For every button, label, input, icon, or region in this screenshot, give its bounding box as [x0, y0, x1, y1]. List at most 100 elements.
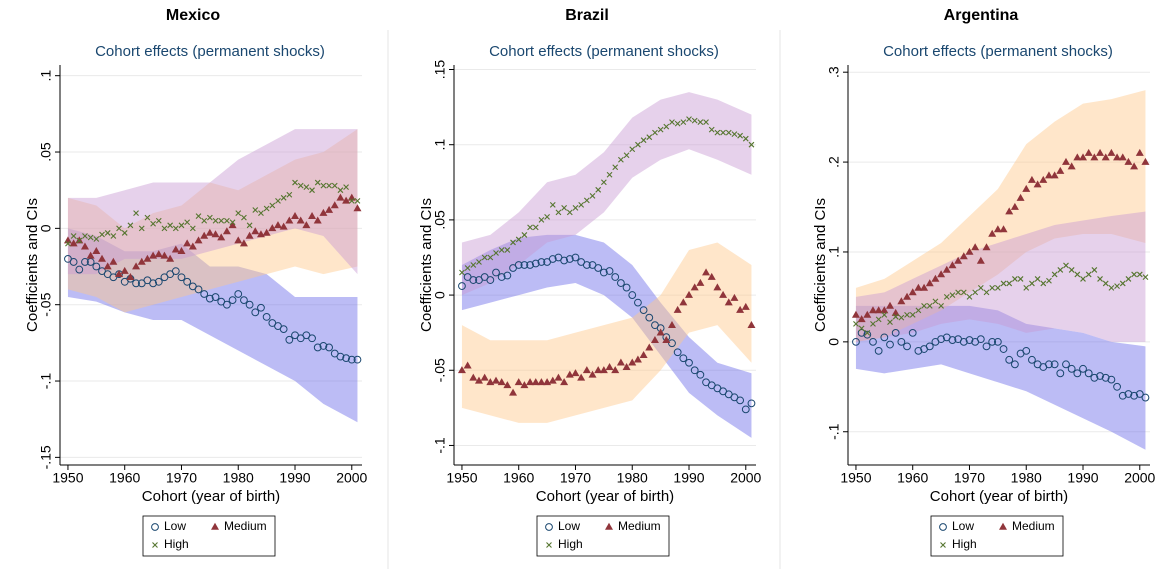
point: [965, 336, 974, 344]
point: [497, 273, 506, 281]
point: [741, 405, 750, 414]
point: [177, 247, 186, 255]
point: [874, 306, 883, 314]
point: [903, 292, 912, 300]
point: [75, 265, 84, 274]
point: [347, 355, 356, 364]
x-axis-title: Cohort (year of birth): [930, 488, 1068, 505]
point: [172, 225, 179, 232]
y-axis-title: Coefficients and CIs: [812, 198, 829, 332]
point: [589, 192, 596, 199]
point: [222, 300, 231, 309]
point: [1034, 276, 1041, 282]
point: [109, 257, 118, 265]
point: [948, 336, 957, 344]
point: [155, 217, 162, 224]
point: [634, 298, 642, 307]
point: [171, 245, 180, 253]
point: [325, 205, 334, 213]
point: [971, 243, 980, 251]
point: [286, 191, 293, 198]
point: [308, 334, 316, 343]
legend-box: [930, 515, 1064, 557]
point: [331, 182, 338, 189]
point: [1079, 153, 1088, 161]
point: [993, 225, 1002, 233]
point: [897, 297, 906, 305]
point: [966, 294, 973, 300]
point: [623, 152, 630, 159]
point: [594, 264, 603, 272]
point: [86, 251, 95, 259]
point: [195, 213, 202, 220]
point: [1050, 171, 1059, 179]
point: [897, 337, 906, 346]
point: [1135, 390, 1144, 398]
point: [628, 291, 637, 299]
point: [1067, 162, 1076, 170]
point: [228, 296, 237, 305]
point: [133, 210, 139, 216]
point: [532, 224, 539, 231]
point: [1000, 280, 1007, 287]
point: [639, 351, 648, 359]
point: [1023, 285, 1030, 291]
point: [599, 268, 608, 277]
point: [994, 285, 1001, 291]
point: [144, 214, 151, 221]
ci-band: [67, 129, 358, 313]
point: [515, 236, 522, 243]
point: [691, 117, 698, 124]
point: [285, 216, 294, 224]
point: [342, 354, 351, 363]
point: [1130, 162, 1139, 170]
point: [228, 221, 237, 229]
point: [138, 225, 145, 232]
point: [326, 182, 332, 189]
point: [663, 123, 670, 130]
point: [1130, 391, 1139, 400]
point: [1142, 274, 1149, 281]
point: [1073, 369, 1082, 378]
point: [720, 129, 726, 136]
point: [629, 146, 636, 153]
point: [121, 230, 128, 236]
point: [486, 276, 495, 284]
point: [514, 378, 523, 386]
point: [999, 225, 1008, 233]
point: [154, 277, 163, 286]
point: [154, 250, 163, 258]
point: [736, 396, 745, 405]
point: [1102, 280, 1109, 287]
point: [1096, 372, 1104, 380]
point: [183, 239, 192, 247]
point: [1017, 276, 1024, 282]
point: [498, 247, 505, 253]
point: [1125, 276, 1132, 282]
point: [886, 340, 894, 349]
legend-marker: [545, 523, 553, 531]
point: [1056, 166, 1065, 174]
point: [104, 230, 111, 236]
legend-marker: [152, 542, 158, 548]
ci-band: [67, 228, 358, 423]
y-tick-label: 0: [432, 291, 448, 299]
point: [82, 233, 88, 239]
point: [296, 216, 305, 224]
point: [736, 305, 745, 313]
point: [492, 268, 500, 277]
point: [909, 311, 916, 318]
point: [268, 224, 277, 232]
point: [166, 254, 175, 262]
point: [965, 247, 974, 255]
point: [1084, 148, 1093, 156]
point: [251, 227, 260, 235]
point: [908, 288, 917, 296]
ci-band: [855, 305, 1146, 450]
y-tick-label: -.1: [432, 437, 448, 454]
point: [309, 187, 315, 194]
y-tick-label: -.1: [826, 423, 842, 440]
point: [211, 230, 220, 238]
point: [1046, 277, 1052, 284]
point: [218, 217, 225, 224]
